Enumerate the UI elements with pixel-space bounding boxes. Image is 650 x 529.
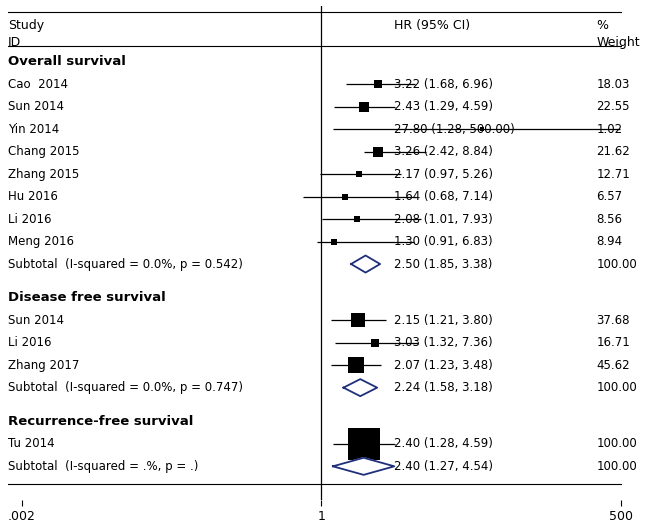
Text: Overall survival: Overall survival: [8, 55, 126, 68]
Text: 2.17 (0.97, 5.26): 2.17 (0.97, 5.26): [394, 168, 493, 180]
Text: 12.71: 12.71: [596, 168, 630, 180]
Text: Study: Study: [8, 19, 44, 32]
Text: 3.26 (2.42, 8.84): 3.26 (2.42, 8.84): [394, 145, 493, 158]
Text: Recurrence-free survival: Recurrence-free survival: [8, 415, 194, 428]
Text: Li 2016: Li 2016: [8, 336, 51, 349]
Polygon shape: [333, 458, 395, 475]
Text: HR (95% CI): HR (95% CI): [394, 19, 470, 32]
Text: Zhang 2017: Zhang 2017: [8, 359, 79, 372]
Text: 2.40 (1.28, 4.59): 2.40 (1.28, 4.59): [394, 437, 493, 450]
Text: Yin 2014: Yin 2014: [8, 123, 59, 135]
Text: 27.80 (1.28, 500.00): 27.80 (1.28, 500.00): [394, 123, 515, 135]
Text: 16.71: 16.71: [596, 336, 630, 349]
Text: 21.62: 21.62: [596, 145, 630, 158]
Text: 100.00: 100.00: [596, 258, 637, 270]
Text: 8.56: 8.56: [596, 213, 622, 225]
Polygon shape: [343, 379, 377, 396]
Text: Chang 2015: Chang 2015: [8, 145, 79, 158]
Text: 22.55: 22.55: [596, 100, 630, 113]
Text: 2.43 (1.29, 4.59): 2.43 (1.29, 4.59): [394, 100, 493, 113]
Text: 2.40 (1.27, 4.54): 2.40 (1.27, 4.54): [394, 460, 493, 473]
Text: 8.94: 8.94: [596, 235, 622, 248]
Text: 1.64 (0.68, 7.14): 1.64 (0.68, 7.14): [394, 190, 493, 203]
Text: 2.08 (1.01, 7.93): 2.08 (1.01, 7.93): [394, 213, 493, 225]
Text: Zhang 2015: Zhang 2015: [8, 168, 79, 180]
Text: 100.00: 100.00: [596, 460, 637, 473]
Text: 18.03: 18.03: [596, 78, 630, 90]
Text: %: %: [596, 19, 608, 32]
Text: Sun 2014: Sun 2014: [8, 100, 64, 113]
Text: 2.15 (1.21, 3.80): 2.15 (1.21, 3.80): [394, 314, 493, 327]
Text: 2.24 (1.58, 3.18): 2.24 (1.58, 3.18): [394, 381, 493, 394]
Text: Disease free survival: Disease free survival: [8, 291, 166, 304]
Text: Subtotal  (I-squared = 0.0%, p = 0.542): Subtotal (I-squared = 0.0%, p = 0.542): [8, 258, 243, 270]
Text: 100.00: 100.00: [596, 437, 637, 450]
Text: 6.57: 6.57: [596, 190, 622, 203]
Text: 2.50 (1.85, 3.38): 2.50 (1.85, 3.38): [394, 258, 492, 270]
Text: Subtotal  (I-squared = 0.0%, p = 0.747): Subtotal (I-squared = 0.0%, p = 0.747): [8, 381, 243, 394]
Text: 1.02: 1.02: [596, 123, 622, 135]
Text: Tu 2014: Tu 2014: [8, 437, 55, 450]
Text: 2.07 (1.23, 3.48): 2.07 (1.23, 3.48): [394, 359, 493, 372]
Text: Subtotal  (I-squared = .%, p = .): Subtotal (I-squared = .%, p = .): [8, 460, 198, 473]
Text: 3.03 (1.32, 7.36): 3.03 (1.32, 7.36): [394, 336, 493, 349]
Text: Hu 2016: Hu 2016: [8, 190, 58, 203]
Text: Weight: Weight: [596, 36, 640, 49]
Text: ID: ID: [8, 36, 21, 49]
Text: Sun 2014: Sun 2014: [8, 314, 64, 327]
Text: Meng 2016: Meng 2016: [8, 235, 74, 248]
Text: 1.30 (0.91, 6.83): 1.30 (0.91, 6.83): [394, 235, 493, 248]
Polygon shape: [351, 256, 380, 272]
Text: 45.62: 45.62: [596, 359, 630, 372]
Text: 100.00: 100.00: [596, 381, 637, 394]
Text: Cao  2014: Cao 2014: [8, 78, 68, 90]
Text: Li 2016: Li 2016: [8, 213, 51, 225]
Text: 3.22 (1.68, 6.96): 3.22 (1.68, 6.96): [394, 78, 493, 90]
Text: 37.68: 37.68: [596, 314, 630, 327]
